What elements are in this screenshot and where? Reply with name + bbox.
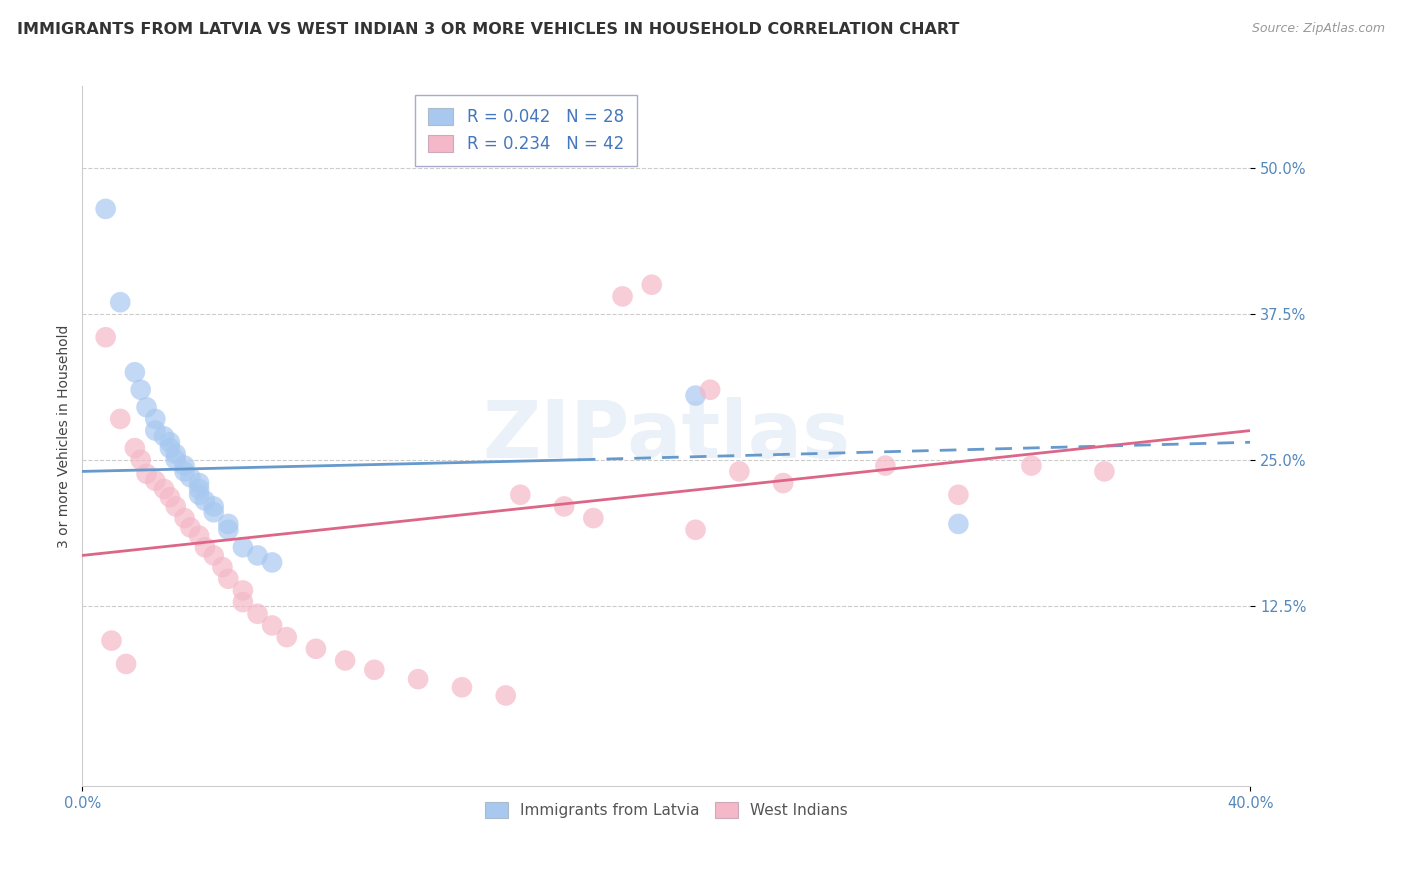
Text: ZIPatlas: ZIPatlas bbox=[482, 398, 851, 475]
Point bbox=[143, 424, 166, 438]
Point bbox=[641, 277, 664, 292]
Point bbox=[262, 618, 284, 632]
Point bbox=[129, 452, 152, 467]
Point bbox=[948, 516, 970, 531]
Point bbox=[159, 490, 181, 504]
Point bbox=[153, 429, 176, 443]
Point bbox=[188, 528, 211, 542]
Point bbox=[246, 607, 269, 621]
Point bbox=[772, 476, 794, 491]
Point bbox=[1021, 458, 1043, 473]
Point bbox=[179, 470, 201, 484]
Point bbox=[143, 474, 166, 488]
Point bbox=[188, 482, 211, 496]
Point bbox=[217, 572, 239, 586]
Point bbox=[110, 295, 132, 310]
Point bbox=[159, 435, 181, 450]
Point bbox=[194, 541, 217, 555]
Point bbox=[246, 549, 269, 563]
Point bbox=[173, 511, 195, 525]
Point bbox=[173, 465, 195, 479]
Point bbox=[188, 488, 211, 502]
Point bbox=[728, 465, 751, 479]
Point bbox=[232, 595, 254, 609]
Point bbox=[165, 500, 187, 514]
Point bbox=[110, 412, 132, 426]
Point bbox=[495, 689, 517, 703]
Point bbox=[153, 482, 176, 496]
Point bbox=[217, 523, 239, 537]
Text: Source: ZipAtlas.com: Source: ZipAtlas.com bbox=[1251, 22, 1385, 36]
Point bbox=[159, 441, 181, 455]
Point bbox=[202, 505, 225, 519]
Point bbox=[363, 663, 385, 677]
Point bbox=[124, 441, 146, 455]
Point bbox=[165, 452, 187, 467]
Text: IMMIGRANTS FROM LATVIA VS WEST INDIAN 3 OR MORE VEHICLES IN HOUSEHOLD CORRELATIO: IMMIGRANTS FROM LATVIA VS WEST INDIAN 3 … bbox=[17, 22, 959, 37]
Point bbox=[699, 383, 721, 397]
Point bbox=[135, 401, 157, 415]
Point bbox=[612, 289, 634, 303]
Point bbox=[202, 500, 225, 514]
Point bbox=[553, 500, 575, 514]
Point bbox=[276, 630, 298, 644]
Point bbox=[202, 549, 225, 563]
Point bbox=[262, 556, 284, 570]
Point bbox=[232, 583, 254, 598]
Point bbox=[94, 202, 117, 216]
Point bbox=[135, 467, 157, 481]
Point bbox=[232, 541, 254, 555]
Point bbox=[115, 657, 138, 671]
Point bbox=[94, 330, 117, 344]
Point bbox=[451, 681, 474, 695]
Point bbox=[211, 560, 233, 574]
Point bbox=[100, 633, 122, 648]
Point bbox=[194, 493, 217, 508]
Legend: Immigrants from Latvia, West Indians: Immigrants from Latvia, West Indians bbox=[479, 797, 853, 824]
Point bbox=[165, 447, 187, 461]
Point bbox=[173, 458, 195, 473]
Point bbox=[188, 476, 211, 491]
Point bbox=[333, 653, 356, 667]
Point bbox=[124, 365, 146, 379]
Point bbox=[509, 488, 531, 502]
Point bbox=[179, 520, 201, 534]
Point bbox=[948, 488, 970, 502]
Point bbox=[1092, 465, 1115, 479]
Point bbox=[685, 388, 707, 402]
Point bbox=[129, 383, 152, 397]
Y-axis label: 3 or more Vehicles in Household: 3 or more Vehicles in Household bbox=[58, 325, 72, 548]
Point bbox=[217, 516, 239, 531]
Point bbox=[406, 672, 429, 686]
Point bbox=[685, 523, 707, 537]
Point bbox=[143, 412, 166, 426]
Point bbox=[305, 641, 328, 656]
Point bbox=[582, 511, 605, 525]
Point bbox=[875, 458, 897, 473]
